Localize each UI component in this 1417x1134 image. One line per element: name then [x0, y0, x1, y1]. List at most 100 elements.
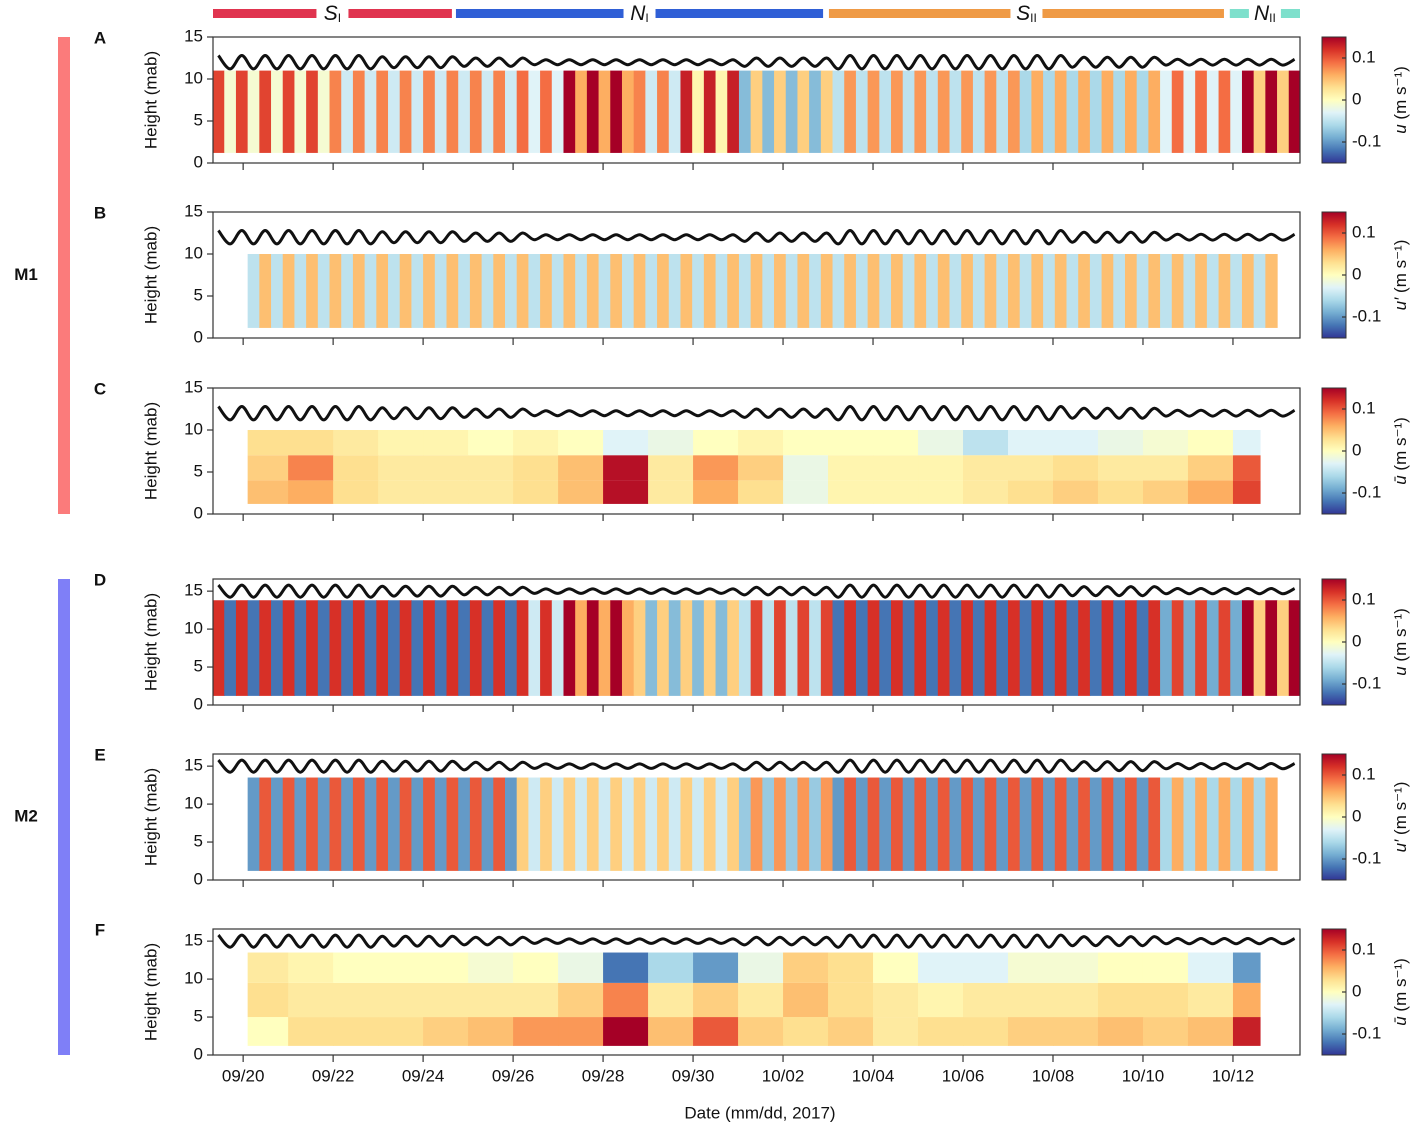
heatmap-cell [1052, 952, 1099, 983]
heatmap-cell [1101, 777, 1114, 871]
heatmap-cell [1097, 455, 1144, 481]
heatmap-cell [259, 600, 272, 696]
heatmap-cell [306, 70, 319, 153]
heatmap-cell [288, 480, 334, 504]
surface-line [217, 228, 1296, 246]
y-tick-label: 0 [194, 152, 203, 171]
heatmap-cell [481, 70, 494, 153]
heatmap-cell [1218, 70, 1231, 153]
axes-frame [212, 387, 1301, 515]
y-tick-label: 10 [184, 969, 203, 988]
heatmap-cell [1187, 952, 1234, 983]
heatmap-cell [873, 1017, 919, 1046]
heatmap-cell [1288, 600, 1300, 696]
heatmap-cell [563, 70, 576, 153]
heatmap-cell [648, 455, 694, 481]
x-tick-label: 10/04 [852, 1066, 895, 1085]
heatmap-cell [563, 777, 576, 871]
heatmap-cell [333, 455, 379, 481]
heatmap-cell [738, 1017, 784, 1046]
colorbar-unit: (m s⁻¹) [1391, 66, 1410, 119]
heatmap-cell [963, 430, 1009, 456]
heatmap-cell [493, 600, 506, 696]
heatmap-cell [809, 70, 822, 153]
heatmap-cell [1253, 600, 1266, 696]
heatmap-cell [458, 70, 471, 153]
heatmap-cell [341, 254, 354, 328]
heatmap-cell [317, 254, 331, 328]
colorbar-tick-label: -0.1 [1352, 306, 1381, 325]
y-tick-label: 15 [184, 377, 203, 396]
heatmap-cell [1241, 70, 1255, 153]
heatmap-cell [949, 70, 962, 153]
heatmap-cell [235, 600, 249, 696]
heatmap-cell [820, 254, 834, 328]
y-tick-label: 15 [184, 26, 203, 45]
heatmap-cell [333, 480, 379, 504]
heatmap-cell [1089, 600, 1103, 696]
heatmap-cell [1101, 600, 1114, 696]
heatmap-cell [1089, 777, 1103, 871]
y-axis-label: Height (mab) [141, 768, 160, 866]
colorbar-tick-label: -0.1 [1352, 482, 1381, 501]
x-tick-label: 10/06 [942, 1066, 985, 1085]
heatmap-cell [1277, 600, 1290, 696]
heatmap-cell [949, 777, 962, 871]
heatmap-cell [516, 600, 529, 696]
heatmap-cell [963, 480, 1009, 504]
heatmap-cell [668, 70, 682, 153]
heatmap-cell [750, 777, 763, 871]
heatmap-cell [423, 777, 436, 871]
heatmap-cell [551, 70, 565, 153]
colorbar-tick-label: -0.1 [1352, 1023, 1381, 1042]
colorbar-tick-label: -0.1 [1352, 848, 1381, 867]
x-tick-label: 09/28 [582, 1066, 625, 1085]
heatmap-cell [458, 254, 471, 328]
heatmap-cell [1265, 70, 1278, 153]
heatmap-cell [458, 777, 471, 871]
heatmap-cell [1148, 254, 1161, 328]
colorbar-label: u′ (m s⁻¹) [1391, 782, 1410, 853]
y-tick-label: 5 [194, 110, 203, 129]
heatmap-cell [867, 600, 880, 696]
heatmap-cell [528, 600, 541, 696]
heatmap-cell [1124, 70, 1138, 153]
heatmap-cell [1218, 777, 1231, 871]
surface-line [217, 404, 1296, 422]
heatmap-cell [247, 70, 260, 153]
heatmap-cell [288, 952, 334, 983]
heatmap-cell [423, 254, 436, 328]
heatmap-cell [558, 982, 604, 1018]
x-tick-label: 09/24 [402, 1066, 445, 1085]
heatmap-cell [828, 952, 874, 983]
heatmap-cell [1124, 777, 1138, 871]
heatmap-cell [783, 982, 829, 1018]
heatmap-cell [828, 982, 874, 1018]
heatmap-cell [469, 777, 483, 871]
heatmap-cell [693, 455, 739, 481]
heatmap-cell [984, 254, 997, 328]
heatmap-cell [1230, 254, 1243, 328]
heatmap-cell [645, 600, 658, 696]
heatmap-cell [1066, 600, 1079, 696]
heatmap-cell [516, 777, 529, 871]
mooring-bar [58, 37, 70, 514]
heatmap-cell [680, 600, 693, 696]
heatmap [247, 254, 1278, 328]
heatmap-cell [1052, 455, 1099, 481]
surface-line [217, 933, 1296, 949]
heatmap-cell [446, 254, 459, 328]
heatmap-cell [703, 777, 717, 871]
panel-letter: E [94, 745, 105, 764]
heatmap-cell [259, 777, 272, 871]
heatmap-cell [378, 430, 424, 456]
mooring-label: M1 [14, 265, 38, 284]
heatmap-cell [961, 600, 974, 696]
y-axis-label: Height (mab) [141, 402, 160, 500]
heatmap-cell [288, 982, 334, 1018]
heatmap-cell [879, 70, 892, 153]
heatmap [247, 777, 1278, 871]
heatmap-cell [271, 70, 284, 153]
heatmap-cell [271, 254, 284, 328]
heatmap-cell [657, 70, 670, 153]
